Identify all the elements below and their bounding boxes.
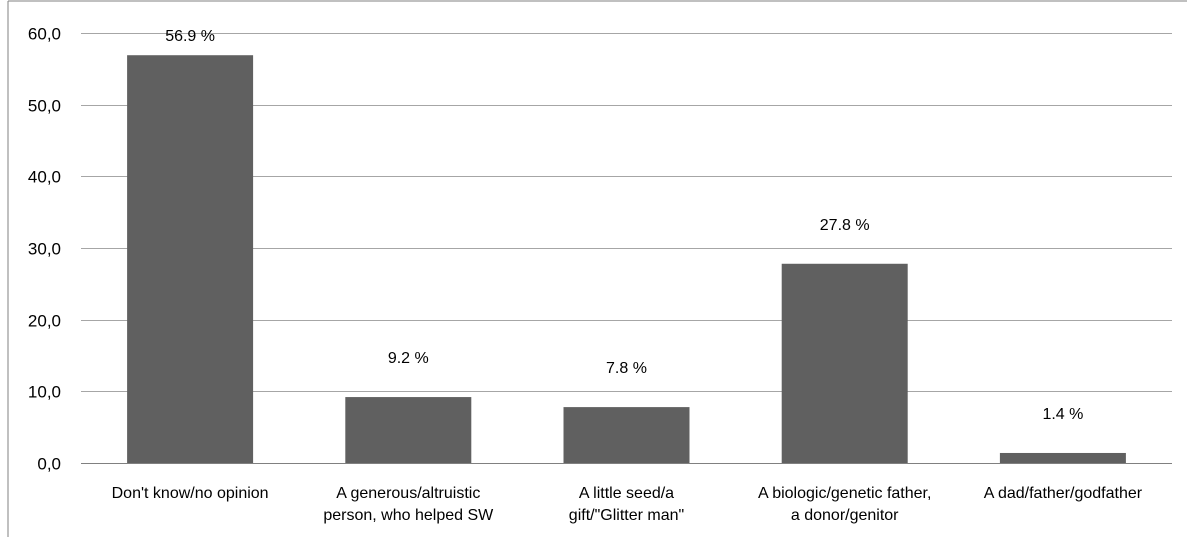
data-label: 9.2 % [388,350,429,367]
y-axis-tick-labels: 0,0 10,0 20,0 30,0 40,0 50,0 60,0 [28,25,61,474]
bar [999,452,1126,463]
data-label: 56.9 % [165,28,215,45]
bar [781,263,908,463]
category-label: A generous/altruistic person, who helped … [323,485,494,524]
bars [127,55,1126,463]
y-tick-label: 40,0 [28,168,61,187]
y-tick-label: 50,0 [28,97,61,116]
x-axis-category-labels: Don't know/no opinion A generous/altruist… [112,485,1143,524]
gridlines [81,33,1172,464]
y-tick-label: 10,0 [28,383,61,402]
data-label: 1.4 % [1042,406,1083,423]
y-tick-label: 0,0 [37,455,61,474]
y-tick-label: 30,0 [28,240,61,259]
bar [563,407,690,463]
category-label: Don't know/no opinion [112,485,269,502]
data-labels: 56.9 % 9.2 % 7.8 % 27.8 % 1.4 % [165,28,1083,423]
data-label: 7.8 % [606,360,647,377]
y-tick-label: 60,0 [28,25,61,44]
data-label: 27.8 % [820,217,870,234]
category-label: A biologic/genetic father, a donor/genito… [758,485,931,524]
category-label: A little seed/a gift/"Glitter man" [569,485,684,524]
bar [345,397,472,463]
y-tick-label: 20,0 [28,312,61,331]
bar [127,55,254,463]
category-label: A dad/father/godfather [984,485,1143,502]
